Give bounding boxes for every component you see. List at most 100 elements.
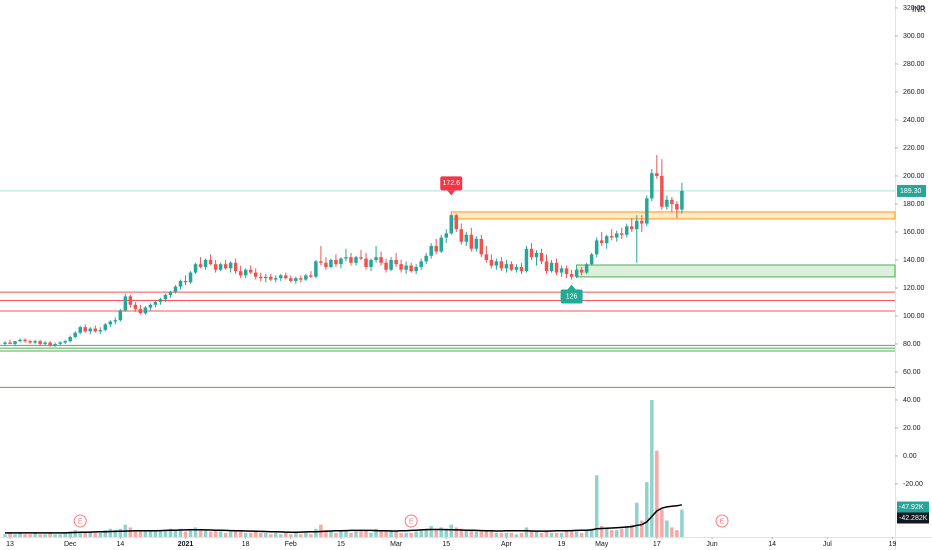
volume-bar — [8, 532, 12, 537]
candle-body — [53, 343, 57, 346]
x-tick-label: 13 — [6, 541, 14, 548]
volume-bar — [183, 531, 188, 537]
candle-body — [218, 264, 223, 270]
volume-bar — [243, 532, 248, 537]
volume-bar — [223, 532, 228, 537]
earnings-event — [73, 514, 87, 528]
volume-bar — [584, 530, 589, 537]
candle-body — [484, 254, 489, 260]
volume-bar — [213, 530, 218, 537]
candle-body — [584, 264, 589, 273]
candle-body — [168, 292, 173, 295]
volume-bar — [63, 532, 67, 537]
marker-badge — [440, 176, 463, 191]
x-tick-label: 17 — [653, 541, 661, 548]
candle-body — [494, 261, 499, 266]
volume-bar — [58, 534, 62, 537]
volume-bar — [444, 528, 449, 537]
candle-body — [319, 261, 323, 263]
candle-body — [559, 268, 564, 273]
volume-bar — [489, 531, 494, 537]
volume-bar — [38, 534, 42, 537]
candle-body — [113, 320, 118, 322]
volume-bar — [284, 532, 288, 537]
candle-body — [434, 245, 438, 252]
candle-body — [645, 198, 649, 224]
volume-bar — [619, 528, 624, 537]
candle-body — [635, 220, 639, 230]
volume-bar — [604, 528, 609, 537]
volume-bar — [599, 526, 604, 537]
volume-bar — [439, 527, 443, 537]
volume-bar — [158, 530, 163, 537]
volume-bar — [173, 530, 178, 537]
volume-bar — [484, 530, 489, 537]
candle-body — [188, 272, 193, 283]
volume-bar — [434, 530, 438, 537]
candle-body — [233, 262, 238, 272]
y-tick-label: 260.00 — [903, 89, 925, 96]
candle-body — [374, 257, 378, 260]
volume-bar — [645, 482, 649, 537]
volume-bar — [228, 531, 233, 537]
volume-bar — [78, 531, 82, 537]
volume-bar — [379, 531, 383, 537]
volume-bar — [73, 530, 77, 537]
volume-bar — [479, 531, 484, 537]
volume-bar — [53, 534, 57, 537]
marker-label: 172.6 — [442, 180, 460, 187]
currency: INR — [912, 5, 926, 14]
candle-body — [138, 308, 143, 314]
candle-body — [3, 342, 7, 344]
volume-bar — [113, 530, 118, 537]
candle-body — [248, 269, 253, 273]
volume-bar — [103, 530, 108, 537]
candle-body — [389, 259, 393, 270]
candle-body — [238, 271, 243, 276]
volume-bar — [203, 530, 208, 537]
volume-bar — [153, 531, 158, 537]
volume-bar — [369, 532, 373, 537]
candle-body — [118, 310, 123, 321]
volume-bar — [118, 528, 123, 537]
volume-bar — [665, 520, 669, 537]
volume-bar — [680, 509, 684, 537]
x-tick-label: 15 — [442, 541, 450, 548]
candle-body — [449, 215, 454, 234]
volume-bar — [574, 531, 579, 537]
candle-body — [499, 261, 504, 269]
x-tick-label: 2021 — [178, 541, 194, 548]
candle-body — [604, 236, 609, 244]
volume-bar — [499, 532, 504, 537]
earnings-event — [404, 514, 418, 528]
earnings-label: E — [78, 518, 83, 525]
candle-body — [299, 278, 303, 280]
candle-body — [514, 266, 519, 270]
volume-bar — [294, 532, 298, 537]
marker-arrow — [447, 190, 456, 196]
volume-bar — [143, 530, 148, 537]
plot-area: 172.6 126 E E E — [0, 154, 896, 537]
candle-body — [640, 220, 644, 224]
volume-bar — [309, 534, 313, 537]
volume-bar — [630, 524, 634, 537]
volume-bar — [43, 534, 47, 537]
volume-bar — [509, 532, 514, 537]
volume-bar — [68, 531, 72, 537]
y-tick-label: 280.00 — [903, 61, 925, 68]
candle-body — [409, 265, 413, 272]
candle-body — [213, 264, 218, 270]
volume-bar — [274, 532, 278, 537]
volume-bar — [474, 531, 479, 537]
candle-body — [534, 252, 539, 258]
candle-body — [289, 278, 293, 281]
volume-bar — [23, 534, 27, 537]
candle-body — [153, 301, 158, 305]
candle-body — [469, 234, 474, 249]
candle-body — [68, 336, 72, 342]
candle-body — [23, 339, 27, 342]
volume-bar — [359, 531, 363, 537]
volume-bar — [128, 527, 133, 537]
volume-bar — [579, 532, 584, 537]
volume-bar — [544, 531, 549, 537]
